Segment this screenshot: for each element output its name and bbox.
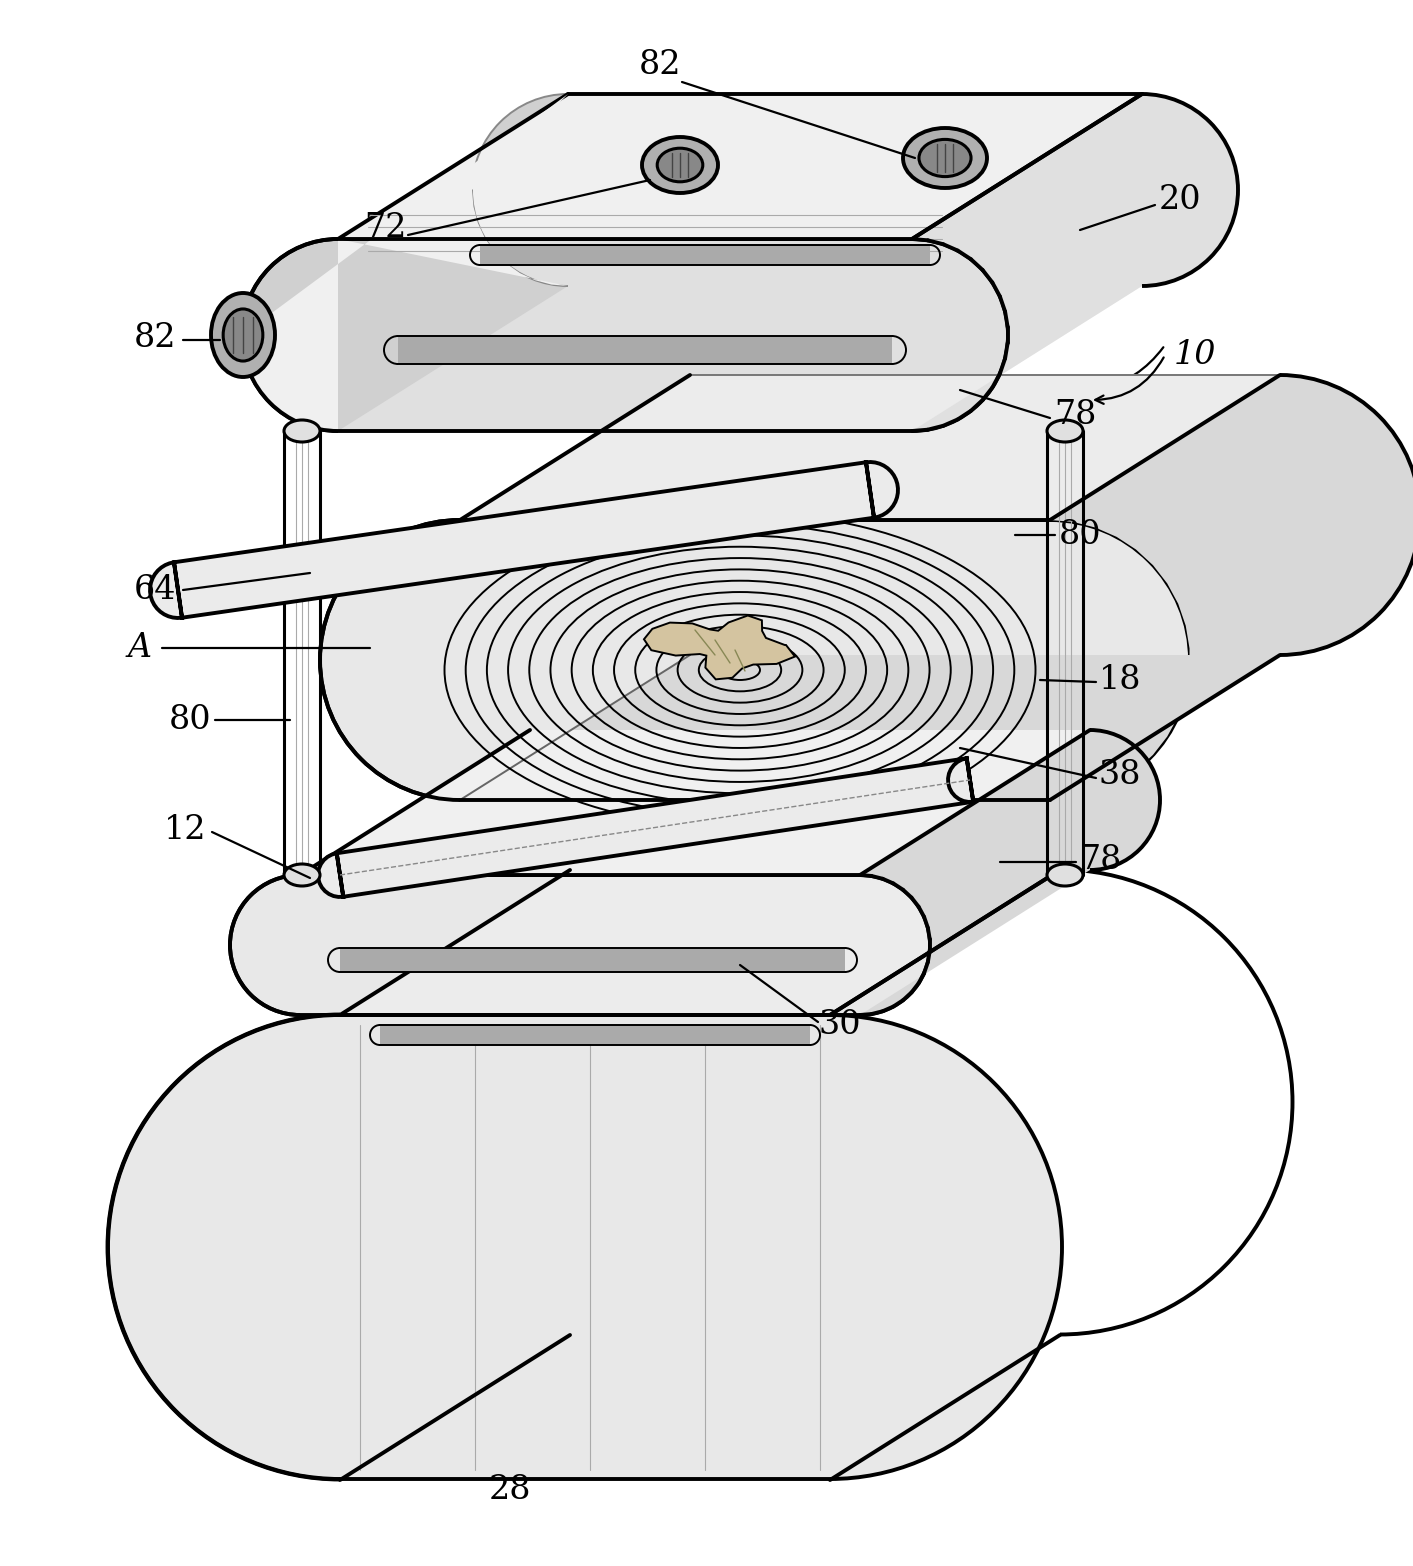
Polygon shape [338,240,911,431]
Polygon shape [242,94,568,431]
Ellipse shape [657,149,702,182]
Polygon shape [480,244,930,265]
Polygon shape [861,875,930,1015]
Text: 72: 72 [363,211,406,244]
Ellipse shape [284,420,319,442]
Ellipse shape [223,309,263,362]
Polygon shape [380,1026,810,1045]
Text: 78: 78 [1054,399,1096,431]
Polygon shape [300,875,861,1015]
Polygon shape [321,520,461,800]
Ellipse shape [284,864,319,886]
Polygon shape [341,1015,829,1478]
Polygon shape [1050,520,1190,800]
Ellipse shape [1047,420,1082,442]
Polygon shape [341,871,1060,1015]
Ellipse shape [642,136,718,193]
Text: 80: 80 [168,705,212,736]
Polygon shape [911,94,1238,431]
Text: A: A [129,633,153,664]
Polygon shape [461,520,1050,800]
Polygon shape [318,758,974,897]
Polygon shape [150,462,897,619]
Ellipse shape [211,293,276,377]
Polygon shape [300,730,1089,875]
FancyArrowPatch shape [1095,357,1164,404]
Polygon shape [242,240,338,431]
Text: 38: 38 [1099,760,1142,791]
Text: 30: 30 [818,1009,862,1041]
Polygon shape [644,615,796,680]
Ellipse shape [903,128,988,188]
Polygon shape [109,1015,341,1478]
Text: 64: 64 [134,575,177,606]
Text: 82: 82 [639,49,681,81]
Ellipse shape [918,139,971,177]
Text: 28: 28 [489,1474,531,1506]
Text: 10: 10 [1174,338,1217,371]
Polygon shape [461,374,1280,520]
Text: 18: 18 [1099,664,1142,695]
Polygon shape [829,1015,1061,1478]
Text: 12: 12 [164,814,206,846]
Text: 78: 78 [1078,844,1121,875]
Polygon shape [911,240,1007,431]
Polygon shape [861,730,1160,1015]
Text: 82: 82 [134,323,177,354]
Polygon shape [341,871,569,1480]
Polygon shape [398,337,892,363]
Polygon shape [461,374,690,800]
Polygon shape [461,655,1280,800]
Polygon shape [1050,374,1413,800]
Ellipse shape [1047,864,1082,886]
Polygon shape [230,875,300,1015]
Polygon shape [242,94,568,431]
Text: 20: 20 [1159,183,1201,216]
Polygon shape [341,947,845,972]
Polygon shape [911,94,1238,431]
Text: 80: 80 [1058,518,1101,551]
Polygon shape [338,94,1142,240]
